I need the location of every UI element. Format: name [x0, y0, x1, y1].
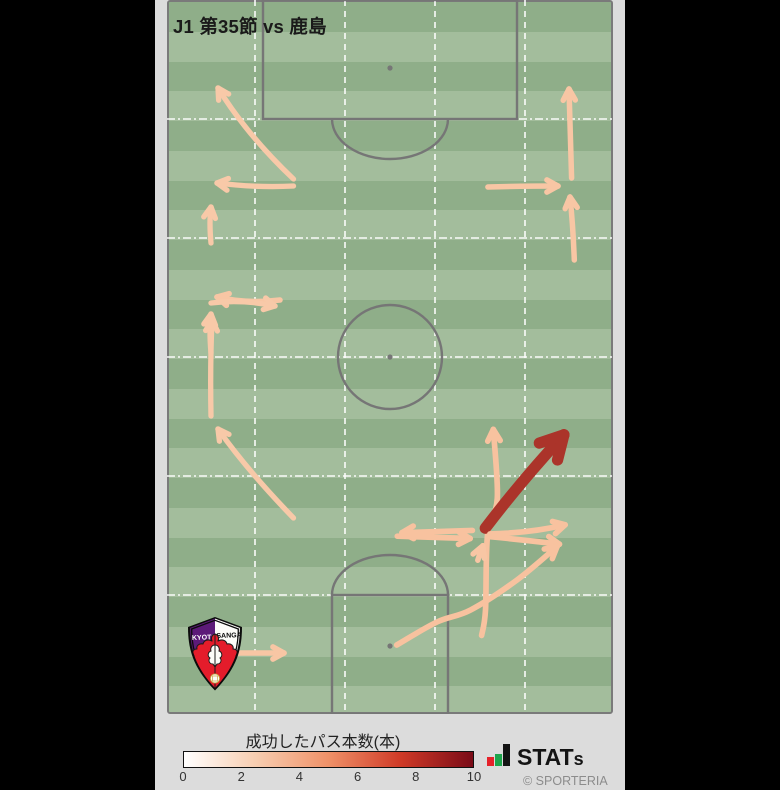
svg-text:SANGA: SANGA [216, 632, 242, 640]
svg-text:STATs: STATs [517, 744, 584, 770]
